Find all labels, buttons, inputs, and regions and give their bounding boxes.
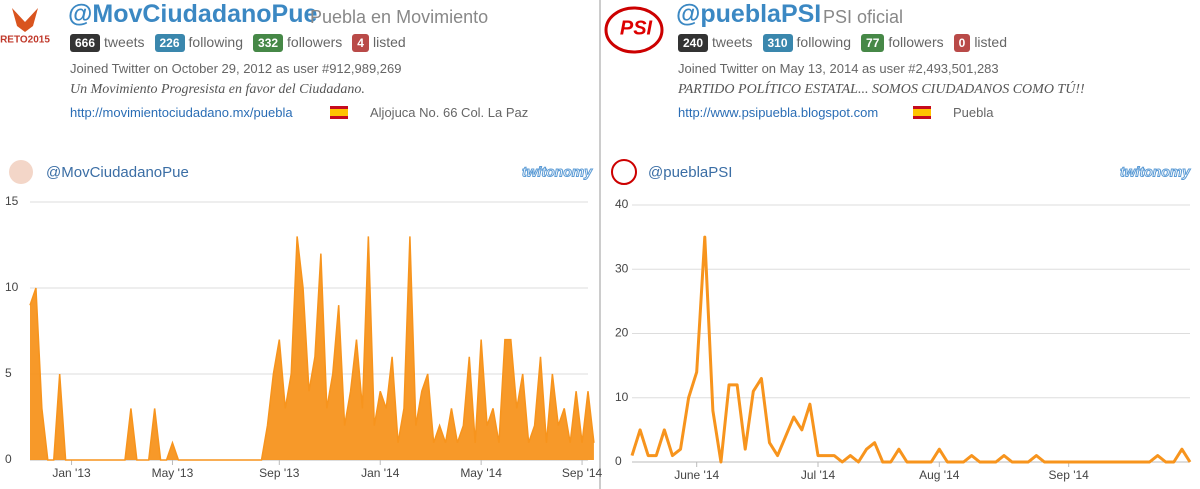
x-tick-label: Aug '14 xyxy=(919,468,960,482)
stat-label: followers xyxy=(888,34,944,50)
y-tick-label: 0 xyxy=(5,452,12,466)
chart-logo xyxy=(9,160,33,184)
x-tick-label: May '13 xyxy=(152,466,194,480)
y-tick-label: 10 xyxy=(615,390,629,404)
chart-header: @pueblaPSI xyxy=(648,164,732,181)
stat-count: 332 xyxy=(253,34,284,52)
watermark: twitonomy xyxy=(522,164,593,180)
x-tick-label: June '14 xyxy=(674,468,719,482)
stats-row: 240 tweets 310 following 77 followers 0 listed xyxy=(678,34,1017,52)
stat-label: listed xyxy=(372,34,406,50)
line xyxy=(630,235,1192,464)
stat-label: following xyxy=(796,34,852,50)
watermark: twitonomy xyxy=(1120,164,1191,180)
handle: @MovCiudadanoPue xyxy=(68,0,318,28)
handle: @pueblaPSI xyxy=(676,0,822,28)
y-tick-label: 40 xyxy=(615,197,629,211)
stat-count: 77 xyxy=(861,34,885,52)
flag-yellow xyxy=(913,109,931,116)
y-tick-label: 5 xyxy=(5,366,12,380)
stat-count: 0 xyxy=(953,34,971,52)
joined: Joined Twitter on May 13, 2014 as user #… xyxy=(678,61,999,76)
x-tick-label: Jan '13 xyxy=(52,466,91,480)
y-tick-label: 0 xyxy=(615,454,622,468)
stat-label: following xyxy=(188,34,244,50)
y-tick-label: 20 xyxy=(615,326,629,340)
area xyxy=(30,236,594,460)
logo-bird xyxy=(12,8,38,32)
stat-count: 226 xyxy=(154,34,185,52)
x-tick-label: Sep '14 xyxy=(562,466,603,480)
y-tick-label: 10 xyxy=(5,280,19,294)
url[interactable]: http://movimientociudadano.mx/puebla xyxy=(70,105,293,120)
stat-count: 666 xyxy=(70,34,101,52)
location: Puebla xyxy=(953,105,994,120)
x-tick-label: Jan '14 xyxy=(361,466,400,480)
stat-count: 4 xyxy=(352,34,369,52)
chart-logo xyxy=(611,159,637,185)
bio: Un Movimiento Progresista en favor del C… xyxy=(70,82,365,97)
chart-header: @MovCiudadanoPue xyxy=(46,164,189,181)
x-tick-label: May '14 xyxy=(460,466,502,480)
display-name: Puebla en Movimiento xyxy=(310,7,489,27)
logo-text: RETO2015 xyxy=(0,35,50,46)
stat-count: 310 xyxy=(762,34,793,52)
stat-count: 240 xyxy=(678,34,709,52)
stat-label: followers xyxy=(287,34,343,50)
url[interactable]: http://www.psipuebla.blogspot.com xyxy=(678,105,879,120)
stats-row: 666 tweets 226 following 332 followers 4 listed xyxy=(70,34,416,52)
x-tick-label: Jul '14 xyxy=(801,468,836,482)
stat-label: tweets xyxy=(104,34,145,50)
line xyxy=(29,236,595,461)
bio: PARTIDO POLÍTICO ESTATAL... SOMOS CIUDAD… xyxy=(678,82,1085,97)
y-tick-label: 30 xyxy=(615,261,629,275)
x-tick-label: Sep '13 xyxy=(259,466,300,480)
joined: Joined Twitter on October 29, 2012 as us… xyxy=(70,61,402,76)
flag-yellow xyxy=(330,109,348,116)
stat-label: listed xyxy=(974,34,1007,50)
stat-label: tweets xyxy=(712,34,753,50)
x-tick-label: Sep '14 xyxy=(1049,468,1090,482)
location: Aljojuca No. 66 Col. La Paz xyxy=(370,105,529,120)
display-name: PSI oficial xyxy=(823,7,904,27)
logo-oval xyxy=(604,6,664,54)
y-tick-label: 15 xyxy=(5,194,19,208)
logo-text: PSI xyxy=(620,17,653,39)
